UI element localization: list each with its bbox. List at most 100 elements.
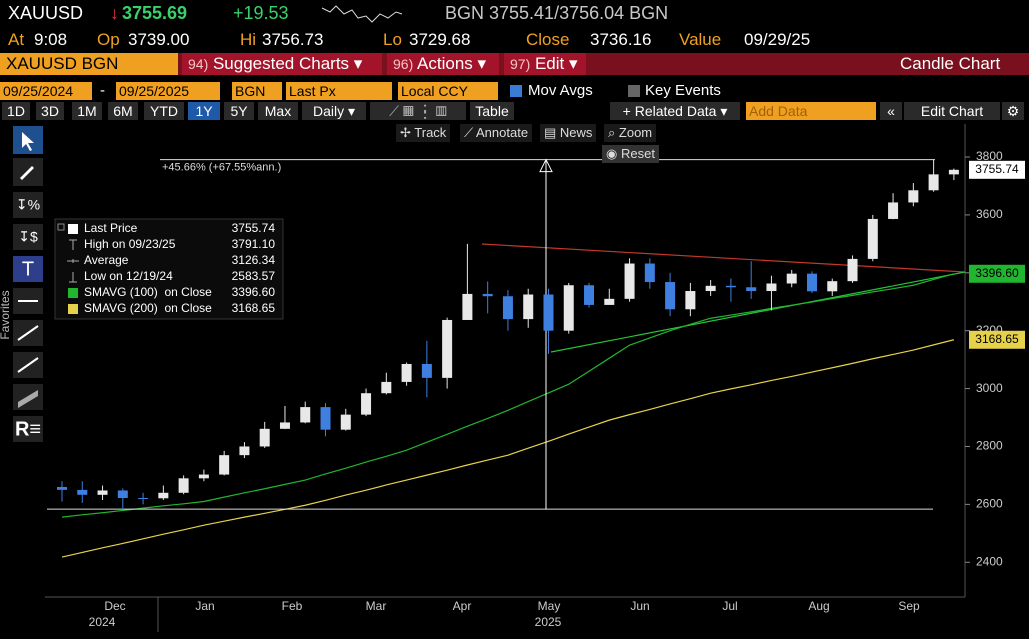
x-tick-label: Jun: [630, 599, 649, 613]
candle-body: [644, 263, 655, 283]
x-tick-label: Sep: [898, 599, 920, 613]
period-button[interactable]: 3D: [36, 102, 64, 120]
candle-body: [766, 283, 777, 292]
edit-chart[interactable]: Edit Chart: [904, 102, 1000, 120]
candle-body: [421, 363, 432, 378]
legend-label: SMAVG (200) on Close: [84, 301, 212, 315]
arrow-head: [539, 158, 553, 173]
menu-item[interactable]: 96) Actions ▾: [387, 53, 499, 75]
field-select[interactable]: Last Px: [286, 82, 392, 100]
related-data[interactable]: + Related Data ▾: [610, 102, 740, 120]
price-tag: [969, 330, 1025, 349]
period-button[interactable]: 1D: [2, 102, 30, 120]
tool-label: Track: [414, 125, 447, 140]
menu-item[interactable]: 94) Suggested Charts ▾: [182, 53, 382, 75]
candle-body: [523, 294, 534, 320]
ray-icon: [17, 357, 39, 373]
candle-body: [705, 285, 716, 292]
down-arrow: ↓: [110, 3, 119, 23]
quote-label: Lo: [383, 30, 402, 49]
chart-tool[interactable]: ▤ News: [540, 124, 597, 142]
chart-type: Candle Chart: [900, 54, 1001, 73]
candle-body: [178, 478, 189, 493]
menu-item[interactable]: 97) Edit ▾: [504, 53, 586, 75]
quote-value: 3729.68: [409, 30, 471, 49]
reset-button[interactable]: ◉ Reset: [602, 145, 659, 163]
fib-tool[interactable]: [13, 192, 43, 218]
end-date[interactable]: 09/25/2025: [116, 82, 220, 100]
candle-body: [482, 293, 493, 297]
price-tool[interactable]: [13, 224, 43, 250]
chart-style-icons[interactable]: ⟋ ▦ ┇ ▥: [370, 102, 466, 120]
chart-tool[interactable]: ⌕ Zoom: [604, 124, 657, 142]
trend-line-red: [481, 243, 966, 273]
period-button[interactable]: 5Y: [224, 102, 254, 120]
period-button[interactable]: 1M: [72, 102, 102, 120]
y-tick-label: 2800: [976, 439, 1003, 453]
chart-tool[interactable]: ⟋ Annotate: [460, 124, 533, 142]
text-icon: T: [22, 258, 34, 280]
quote-label: Close: [526, 30, 570, 49]
x-tick-label: Feb: [282, 599, 303, 613]
period-button[interactable]: YTD: [144, 102, 184, 120]
start-date[interactable]: 09/25/2024: [0, 82, 92, 100]
period-button[interactable]: Max: [258, 102, 298, 120]
quote-label: Op: [97, 30, 120, 49]
sparkline: [321, 5, 403, 23]
price-tag-label: 3755.74: [975, 162, 1019, 176]
collapse-button[interactable]: «: [880, 102, 902, 120]
key-events-checkbox[interactable]: [628, 85, 640, 97]
bid-ask: BGN 3755.41/3756.04 BGN: [445, 3, 669, 23]
frequency-select[interactable]: Daily ▾: [302, 102, 366, 120]
security-field[interactable]: XAUUSD BGN Curncy: [0, 53, 178, 95]
chart-tool[interactable]: ✢ Track: [396, 124, 451, 142]
price-tag-label: 3168.65: [975, 332, 1019, 346]
quote-value: 9:08: [34, 30, 68, 49]
trend-line-green: [550, 271, 966, 353]
mov-avgs-checkbox[interactable]: [510, 85, 522, 97]
source-field[interactable]: BGN: [232, 82, 282, 100]
currency-select[interactable]: Local CCY: [398, 82, 498, 100]
candle-body: [725, 285, 736, 288]
net-change: +19.53: [233, 3, 289, 23]
candle-body: [219, 455, 230, 475]
quote-label: Value: [679, 30, 722, 49]
add-data-field[interactable]: Add Data: [746, 102, 876, 120]
settings-gear[interactable]: ⚙: [1002, 102, 1024, 120]
year-label: 2024: [89, 615, 116, 629]
period-button[interactable]: 6M: [108, 102, 138, 120]
candle-body: [685, 291, 696, 310]
menu-label: Edit ▾: [534, 54, 578, 73]
price-tag-label: 3396.60: [975, 266, 1019, 280]
quote-label: Hi: [240, 30, 257, 49]
menu-label: Actions ▾: [417, 54, 487, 73]
text-tool[interactable]: [13, 256, 43, 282]
tool-label: Annotate: [476, 125, 529, 140]
period-button[interactable]: 1Y: [188, 102, 220, 120]
table-button[interactable]: Table: [470, 102, 514, 120]
tool-label: News: [559, 125, 593, 140]
candle-body: [827, 281, 838, 292]
x-tick-label: Jan: [195, 599, 214, 613]
candle-body: [462, 293, 473, 320]
candle-body: [847, 258, 858, 282]
channel-icon: [18, 390, 38, 408]
candle-body: [279, 422, 290, 429]
y-tick-label: 2400: [976, 554, 1003, 568]
candle-body: [624, 263, 635, 299]
price-icon: ↧$: [18, 229, 38, 245]
regression-tool[interactable]: [13, 416, 43, 442]
candle-body: [604, 298, 615, 305]
candle-body: [340, 414, 351, 430]
favorites-label: Favorites: [0, 290, 12, 339]
legend-label: Average: [84, 253, 129, 267]
candle-body: [401, 363, 412, 382]
measure-label: +45.66% (+67.55%ann.): [162, 161, 281, 173]
menu-number: 96): [393, 56, 414, 72]
menu-number: 97): [510, 56, 531, 72]
legend-value: 3755.74: [232, 221, 276, 235]
legend-value: 3126.34: [232, 253, 276, 267]
legend-value: 2583.57: [232, 269, 276, 283]
